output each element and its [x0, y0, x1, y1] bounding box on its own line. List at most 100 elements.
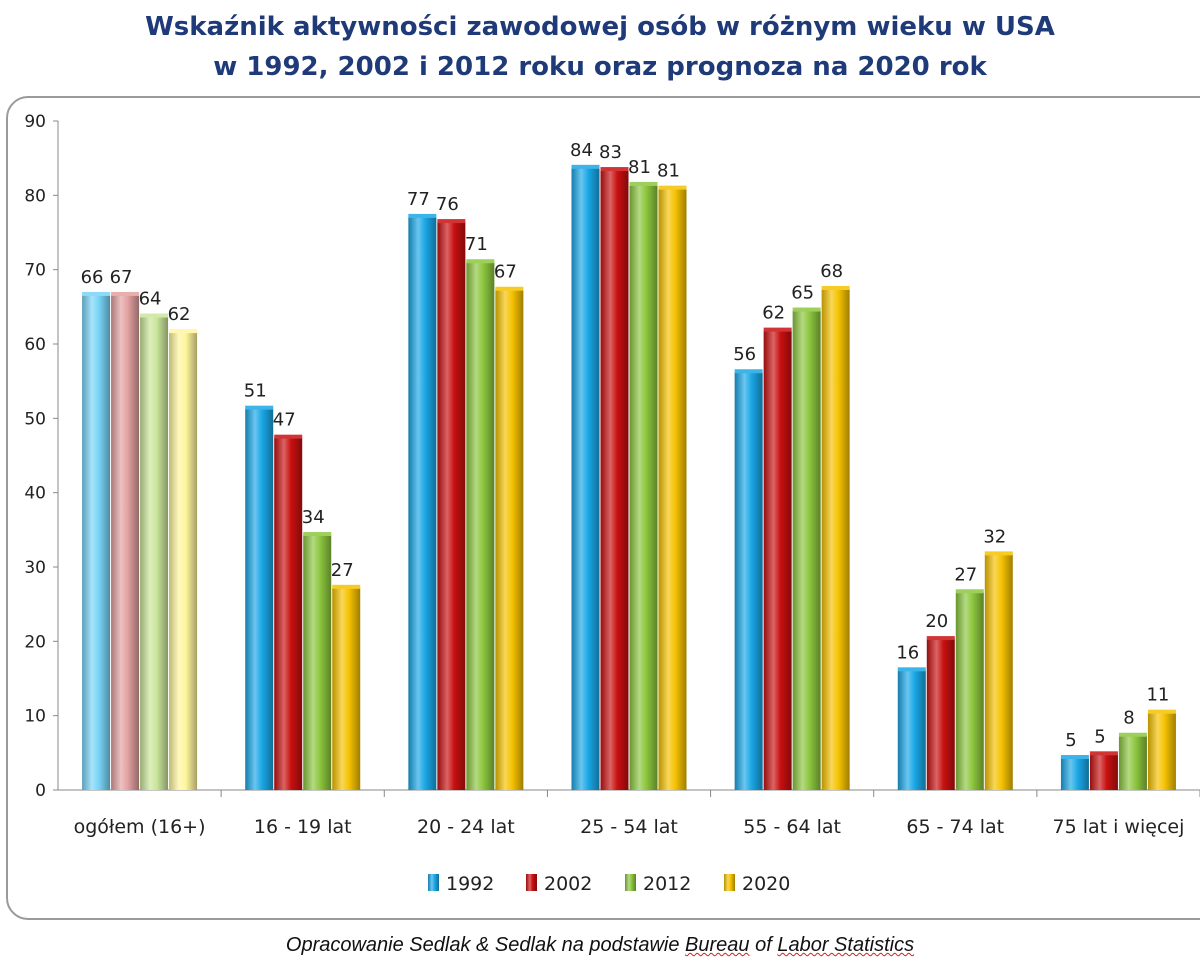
source-prefix: Opracowanie Sedlak & Sedlak na podstawie — [285, 934, 686, 956]
data-label: 34 — [302, 507, 325, 528]
bar-1992-5 — [897, 670, 926, 790]
data-label: 81 — [628, 157, 651, 178]
bar-cap — [437, 219, 466, 224]
chart-title-line-1: Wskaźnik aktywności zawodowej osób w róż… — [145, 12, 1055, 42]
chart-title-line-2: w 1992, 2002 i 2012 roku oraz prognoza n… — [213, 52, 987, 82]
bar-2012-5 — [955, 592, 984, 790]
bar-cap — [897, 667, 926, 672]
data-label: 84 — [570, 140, 593, 161]
bar-2002-1 — [274, 437, 303, 790]
bar-cap — [821, 285, 850, 290]
data-label: 64 — [139, 288, 162, 309]
bar-1992-6 — [1060, 758, 1089, 790]
bar-1992-4 — [734, 372, 763, 790]
bar-1992-0 — [82, 294, 111, 790]
y-tick-label: 70 — [24, 261, 46, 281]
bar-2020-5 — [984, 554, 1013, 790]
source-word-labor-statistics: Labor Statistics — [777, 934, 915, 956]
bar-cap — [408, 213, 437, 218]
bar-chart: 0 10 20 30 40 50 60 70 80 90 66 67 64 62 ogółem (16+) 5… — [24, 112, 1200, 895]
bar-cap — [629, 181, 658, 186]
bar-1992-1 — [245, 408, 274, 790]
legend-swatch-2020 — [724, 874, 735, 891]
bar-cap — [600, 167, 629, 172]
data-label: 5 — [1065, 730, 1076, 751]
bar-cap — [734, 369, 763, 374]
x-tick-label: 25 - 54 lat — [580, 816, 678, 838]
bar-2020-4 — [821, 288, 850, 790]
bar-1992-3 — [571, 167, 600, 790]
bar-cap — [926, 636, 955, 641]
y-tick-label: 90 — [24, 112, 46, 132]
data-label: 83 — [599, 142, 622, 163]
bar-2012-0 — [140, 316, 169, 790]
x-tick-label: ogółem (16+) — [74, 816, 206, 838]
bar-cap — [140, 313, 169, 318]
data-label: 68 — [820, 261, 843, 282]
bar-cap — [1089, 751, 1118, 756]
bar-2002-0 — [111, 294, 140, 790]
bar-cap — [245, 405, 274, 410]
data-label: 11 — [1146, 685, 1169, 706]
bar-2020-1 — [332, 587, 361, 790]
bar-cap — [1147, 709, 1176, 714]
data-label: 27 — [954, 564, 977, 585]
data-label: 8 — [1123, 708, 1134, 729]
y-tick-label: 30 — [24, 558, 46, 578]
bar-cap — [111, 291, 140, 296]
y-tick-label: 20 — [24, 632, 46, 652]
legend-swatch-1992 — [428, 874, 439, 891]
data-label: 51 — [244, 381, 267, 402]
source-mid: of — [749, 934, 778, 956]
data-label: 65 — [791, 283, 814, 304]
bar-cap — [792, 307, 821, 312]
bar-2020-2 — [495, 289, 524, 790]
bar-cap — [571, 164, 600, 169]
bar-2002-5 — [926, 639, 955, 790]
bar-2012-4 — [792, 310, 821, 790]
data-label: 16 — [896, 642, 919, 663]
data-label: 67 — [494, 262, 517, 283]
bar-1992-2 — [408, 216, 437, 790]
bar-2012-2 — [466, 262, 495, 790]
data-label: 62 — [762, 303, 785, 324]
bar-2012-1 — [303, 535, 332, 790]
bar-2002-6 — [1089, 754, 1118, 790]
bar-2002-4 — [763, 330, 792, 790]
bar-2002-2 — [437, 222, 466, 791]
data-label: 67 — [110, 267, 133, 288]
data-label: 20 — [925, 611, 948, 632]
legend-swatch-2002 — [526, 874, 537, 891]
bar-cap — [495, 286, 524, 291]
y-tick-label: 40 — [24, 484, 46, 504]
bar-2020-0 — [169, 332, 198, 790]
x-tick-label: 20 - 24 lat — [417, 816, 515, 838]
data-label: 5 — [1094, 726, 1105, 747]
bar-2012-3 — [629, 184, 658, 791]
x-tick-label: 75 lat i więcej — [1052, 816, 1184, 838]
bar-cap — [303, 532, 332, 537]
bar-cap — [274, 434, 303, 439]
bar-cap — [955, 589, 984, 594]
y-tick-label: 50 — [24, 409, 46, 429]
y-tick-label: 0 — [35, 781, 46, 801]
y-tick-label: 10 — [24, 707, 46, 727]
legend-label-2020: 2020 — [742, 873, 790, 895]
legend-label-2012: 2012 — [643, 873, 691, 895]
source-word-bureau: Bureau — [685, 934, 750, 956]
bar-cap — [984, 551, 1013, 556]
data-label: 77 — [407, 189, 430, 210]
bar-2020-3 — [658, 188, 687, 791]
y-tick-label: 60 — [24, 335, 46, 355]
x-tick-label: 16 - 19 lat — [254, 816, 352, 838]
data-label: 81 — [657, 161, 680, 182]
legend-swatch-2012 — [625, 874, 636, 891]
bar-2002-3 — [600, 170, 629, 790]
legend-label-1992: 1992 — [446, 873, 494, 895]
y-tick-label: 80 — [24, 186, 46, 206]
bar-cap — [1060, 755, 1089, 760]
data-label: 71 — [465, 234, 488, 255]
bar-cap — [763, 327, 792, 332]
bar-cap — [332, 584, 361, 589]
data-label: 76 — [436, 194, 459, 215]
